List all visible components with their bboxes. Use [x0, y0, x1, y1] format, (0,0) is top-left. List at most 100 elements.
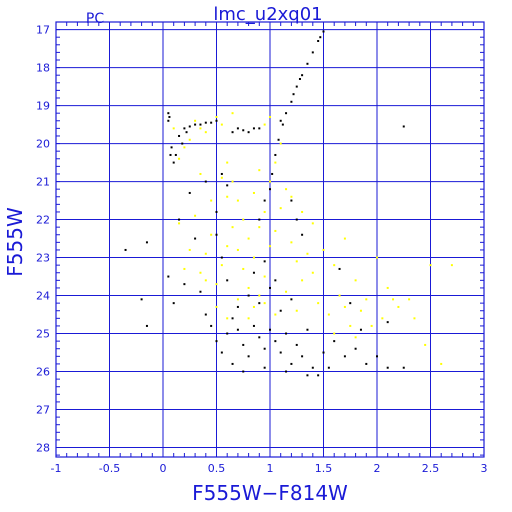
y-tick-label: 24: [36, 290, 50, 303]
x-tick-label: 2: [374, 462, 381, 475]
data-point: [220, 256, 223, 259]
data-point: [204, 279, 207, 282]
y-tick-label: 23: [36, 252, 50, 265]
data-point: [167, 119, 170, 122]
data-point: [292, 93, 295, 96]
data-point: [281, 123, 284, 126]
y-tick-label: 20: [36, 138, 50, 151]
data-point: [258, 169, 261, 172]
data-point: [194, 123, 197, 126]
data-point: [343, 305, 346, 308]
data-point: [170, 146, 173, 149]
data-point: [247, 317, 250, 320]
data-point: [311, 222, 314, 225]
data-point: [210, 121, 213, 124]
data-point: [376, 355, 378, 358]
data-point: [172, 161, 175, 164]
data-point: [215, 119, 218, 122]
data-point: [247, 355, 250, 358]
data-point: [285, 188, 288, 191]
x-axis-label: F555W−F814W: [192, 481, 348, 505]
data-point: [338, 267, 341, 270]
data-point: [252, 305, 255, 308]
data-point: [450, 264, 453, 267]
data-point: [327, 366, 330, 369]
data-point: [226, 332, 229, 335]
data-point: [183, 146, 186, 149]
y-tick-label: 27: [36, 404, 50, 417]
data-point: [220, 176, 223, 179]
data-point: [204, 313, 207, 316]
data-point: [215, 115, 218, 118]
data-point: [429, 264, 432, 267]
data-point: [167, 275, 170, 278]
data-point: [199, 127, 202, 130]
data-point: [354, 347, 357, 350]
data-point: [204, 180, 207, 183]
data-point: [226, 279, 229, 282]
x-tick-label: 1.5: [315, 462, 333, 475]
data-point: [220, 123, 223, 126]
data-point: [333, 332, 336, 335]
data-point: [343, 237, 346, 240]
data-point: [274, 229, 277, 232]
x-tick-label: 3: [481, 462, 488, 475]
data-point: [188, 125, 191, 128]
data-point: [188, 138, 191, 141]
data-point: [226, 161, 229, 164]
data-point: [269, 115, 271, 118]
data-point: [178, 134, 181, 137]
data-point: [365, 298, 368, 301]
data-point: [172, 127, 175, 130]
data-point: [269, 286, 271, 289]
data-point: [274, 279, 277, 282]
y-tick-label: 19: [36, 100, 50, 113]
data-point: [290, 362, 293, 365]
data-point: [199, 290, 202, 293]
data-point: [183, 127, 186, 130]
data-point: [226, 245, 229, 248]
data-point: [124, 248, 127, 251]
data-point: [285, 112, 288, 115]
tick-labels: -1 -0.5 0 0.5 1 1.5 2 2.5 3 17 18 19 20 21 22 23 24 25 26 2…: [36, 24, 488, 475]
y-axis-label: F555W: [3, 207, 27, 277]
data-point: [210, 233, 213, 236]
data-point: [319, 36, 322, 39]
data-point: [365, 362, 368, 365]
data-point: [247, 237, 250, 240]
data-point: [269, 188, 271, 191]
data-point: [242, 343, 245, 346]
data-point: [290, 199, 293, 202]
data-point: [386, 321, 389, 324]
data-point: [185, 131, 188, 134]
corner-label: PC: [86, 11, 104, 27]
data-point: [215, 210, 218, 213]
data-point: [167, 112, 170, 115]
data-point: [317, 302, 320, 305]
data-point: [220, 264, 223, 267]
data-point: [258, 336, 261, 339]
data-point: [386, 366, 389, 369]
data-point: [242, 218, 245, 221]
data-point: [242, 129, 245, 132]
data-point: [279, 119, 282, 122]
data-point: [386, 286, 389, 289]
data-point: [285, 370, 288, 373]
y-tick-label: 21: [36, 176, 50, 189]
data-point: [359, 328, 362, 331]
y-tick-label: 18: [36, 62, 50, 75]
data-point: [333, 264, 336, 267]
data-point: [338, 294, 341, 297]
data-point: [242, 267, 245, 270]
data-point: [301, 74, 304, 77]
data-point: [263, 302, 266, 305]
data-point: [172, 302, 175, 305]
data-point: [226, 184, 229, 187]
data-point: [317, 39, 320, 42]
data-point: [295, 309, 298, 312]
data-point: [145, 241, 148, 244]
data-point: [349, 324, 352, 327]
data-point: [301, 355, 304, 358]
